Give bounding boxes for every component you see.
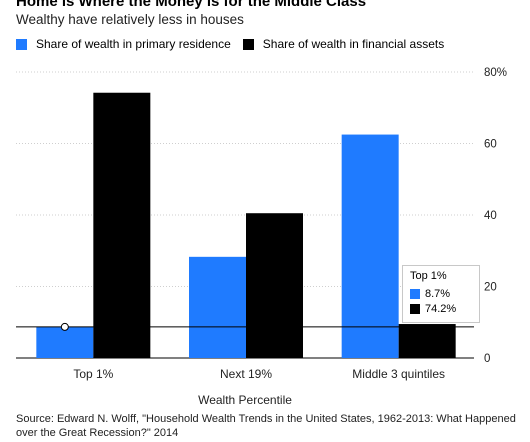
x-tick-label: Middle 3 quintiles [352,367,445,381]
chart-subtitle: Wealthy have relatively less in houses [16,12,244,27]
bar-financial [398,324,456,358]
y-tick-label: 60 [484,139,497,151]
tooltip-row-residence: 8.7% [410,288,472,300]
hover-marker [60,322,69,331]
y-tick-label: 80% [484,67,507,79]
tooltip-value-residence: 8.7% [425,288,451,300]
tooltip-title: Top 1% [410,270,447,282]
bar-financial [93,92,151,359]
chart-title: Home is Where the Money is for the Middl… [16,0,367,10]
y-tick-label: 40 [484,210,497,222]
bar-financial [246,213,303,358]
bar-residence [36,326,94,358]
source-note: Source: Edward N. Wolff, "Household Weal… [16,413,516,439]
x-tick-label: Next 19% [220,367,272,381]
tooltip-row-financial: 74.2% [410,303,472,315]
legend-label-financial: Share of wealth in financial assets [262,37,445,51]
tooltip-swatch-residence [410,289,420,299]
tooltip-value-financial: 74.2% [425,303,457,315]
tooltip-swatch-financial [410,304,420,314]
x-axis-label: Wealth Percentile [198,393,292,407]
legend-label-residence: Share of wealth in primary residence [36,37,231,51]
legend-swatch-financial [242,38,254,50]
legend: Share of wealth in primary residence Sha… [16,37,456,51]
bar-residence [341,134,399,358]
bar-residence [189,256,246,358]
tooltip: Top 1% 8.7% 74.2% [402,265,480,323]
legend-item-residence[interactable]: Share of wealth in primary residence [16,37,231,51]
legend-swatch-residence [16,38,27,50]
y-tick-label: 0 [484,353,490,365]
y-tick-label: 20 [484,282,497,294]
x-tick-label: Top 1% [73,367,113,381]
legend-item-financial[interactable]: Share of wealth in financial assets [242,37,445,51]
